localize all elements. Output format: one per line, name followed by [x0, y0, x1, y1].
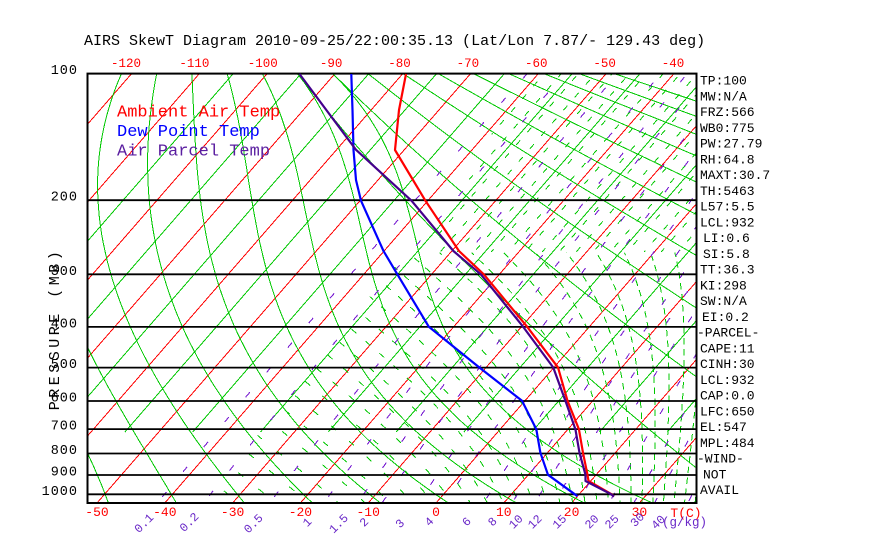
svg-text:-PARCEL-: -PARCEL-: [697, 326, 759, 341]
svg-text:Dew Point Temp: Dew Point Temp: [117, 123, 260, 142]
svg-text:AIRS SkewT Diagram 2010-09-25/: AIRS SkewT Diagram 2010-09-25/22:00:35.1…: [84, 33, 705, 50]
svg-text:10: 10: [496, 505, 512, 520]
svg-text:AVAIL: AVAIL: [700, 483, 739, 498]
svg-text:200: 200: [51, 191, 78, 206]
svg-text:100: 100: [51, 64, 78, 79]
svg-text:EI:0.2: EI:0.2: [702, 310, 749, 325]
svg-text:600: 600: [51, 391, 78, 406]
svg-text:300: 300: [51, 265, 78, 280]
svg-text:900: 900: [51, 466, 78, 481]
svg-text:TH:5463: TH:5463: [700, 184, 755, 199]
svg-text:700: 700: [51, 420, 78, 435]
svg-text:CAPE:11: CAPE:11: [700, 341, 755, 356]
svg-text:PW:27.79: PW:27.79: [700, 137, 762, 152]
svg-text:-120: -120: [111, 57, 141, 71]
svg-text:(g/kg): (g/kg): [662, 516, 707, 530]
svg-text:KI:298: KI:298: [700, 278, 747, 293]
svg-text:WB0:775: WB0:775: [700, 121, 755, 136]
svg-text:-10: -10: [356, 505, 379, 520]
svg-text:TP:100: TP:100: [700, 74, 747, 89]
svg-text:-20: -20: [289, 505, 312, 520]
svg-text:-80: -80: [388, 57, 411, 71]
svg-text:CAP:0.0: CAP:0.0: [700, 389, 755, 404]
svg-text:NOT: NOT: [703, 467, 727, 482]
svg-text:-100: -100: [248, 57, 278, 71]
svg-text:LCL:932: LCL:932: [700, 373, 755, 388]
svg-text:-110: -110: [179, 57, 209, 71]
svg-text:T(C): T(C): [670, 506, 701, 521]
svg-text:MW:N/A: MW:N/A: [700, 89, 747, 104]
svg-text:-40: -40: [153, 505, 176, 520]
svg-text:Air Parcel Temp: Air Parcel Temp: [117, 143, 270, 162]
svg-text:Ambient Air Temp: Ambient Air Temp: [117, 104, 280, 123]
svg-text:-40: -40: [662, 57, 685, 71]
svg-text:SI:5.8: SI:5.8: [703, 247, 750, 262]
svg-text:L57:5.5: L57:5.5: [700, 200, 755, 215]
svg-text:RH:64.8: RH:64.8: [700, 152, 755, 167]
svg-text:SW:N/A: SW:N/A: [700, 294, 747, 309]
svg-text:MPL:484: MPL:484: [700, 436, 755, 451]
svg-text:FRZ:566: FRZ:566: [700, 105, 755, 120]
svg-text:500: 500: [51, 358, 78, 373]
svg-text:-50: -50: [85, 505, 108, 520]
svg-text:400: 400: [51, 317, 78, 332]
svg-text:-WIND-: -WIND-: [697, 452, 744, 467]
svg-text:TT:36.3: TT:36.3: [700, 263, 755, 278]
svg-text:EL:547: EL:547: [700, 420, 747, 435]
svg-text:PRESSURE (MB): PRESSURE (MB): [47, 248, 64, 411]
svg-text:1000: 1000: [42, 485, 78, 500]
svg-text:LI:0.6: LI:0.6: [703, 231, 750, 246]
svg-text:-50: -50: [593, 57, 616, 71]
svg-text:LFC:650: LFC:650: [700, 404, 755, 419]
svg-text:-60: -60: [525, 57, 548, 71]
svg-text:-90: -90: [320, 57, 343, 71]
svg-text:30: 30: [632, 505, 648, 520]
svg-text:20: 20: [564, 505, 580, 520]
svg-text:-70: -70: [457, 57, 480, 71]
svg-text:CINH:30: CINH:30: [700, 357, 755, 372]
svg-text:-30: -30: [221, 505, 244, 520]
svg-text:LCL:932: LCL:932: [700, 215, 755, 230]
svg-text:0: 0: [432, 505, 440, 520]
svg-text:800: 800: [51, 444, 78, 459]
svg-text:MAXT:30.7: MAXT:30.7: [700, 168, 770, 183]
